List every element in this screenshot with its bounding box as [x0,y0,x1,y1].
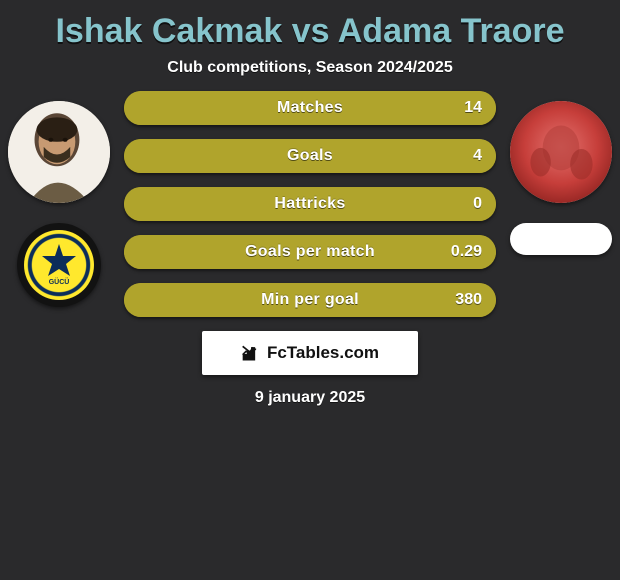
brand-badge[interactable]: FcTables.com [202,331,418,375]
stat-value-p2: 0 [459,187,496,221]
stat-value-p2: 380 [441,283,496,317]
player1-silhouette-icon [8,101,110,203]
player1-avatar [8,101,110,203]
crest-inner: GÜCÜ [24,230,94,300]
player2-avatar [510,101,612,203]
stat-row: Min per goal380 [124,283,496,317]
page-title: Ishak Cakmak vs Adama Traore [0,0,620,53]
brand-label: FcTables.com [267,343,379,363]
stat-row: Hattricks0 [124,187,496,221]
stat-label: Hattricks [124,187,496,221]
player1-team-crest: GÜCÜ [17,223,101,307]
stat-label: Goals [124,139,496,173]
stat-row: Goals per match0.29 [124,235,496,269]
stat-row: Goals4 [124,139,496,173]
crest-icon: GÜCÜ [24,230,94,300]
svg-text:GÜCÜ: GÜCÜ [49,277,70,286]
stat-value-p2: 4 [459,139,496,173]
stat-label: Min per goal [124,283,496,317]
player2-photo-icon [510,101,612,203]
stats-column: Matches14 Goals4 Hattricks0 Goals per match… [120,91,500,317]
stat-value-p2: 0.29 [437,235,496,269]
player2-team-placeholder [510,223,612,255]
stat-row: Matches14 [124,91,496,125]
subtitle: Club competitions, Season 2024/2025 [0,53,620,91]
bar-chart-icon [241,343,261,363]
comparison-grid: GÜCÜ Matches14 Goals4 Hattricks0 Goals per … [0,91,620,317]
stat-value-p2: 14 [450,91,496,125]
date-label: 9 january 2025 [0,375,620,421]
stat-label: Matches [124,91,496,125]
player1-column: GÜCÜ [4,91,114,307]
player2-column [506,91,616,255]
